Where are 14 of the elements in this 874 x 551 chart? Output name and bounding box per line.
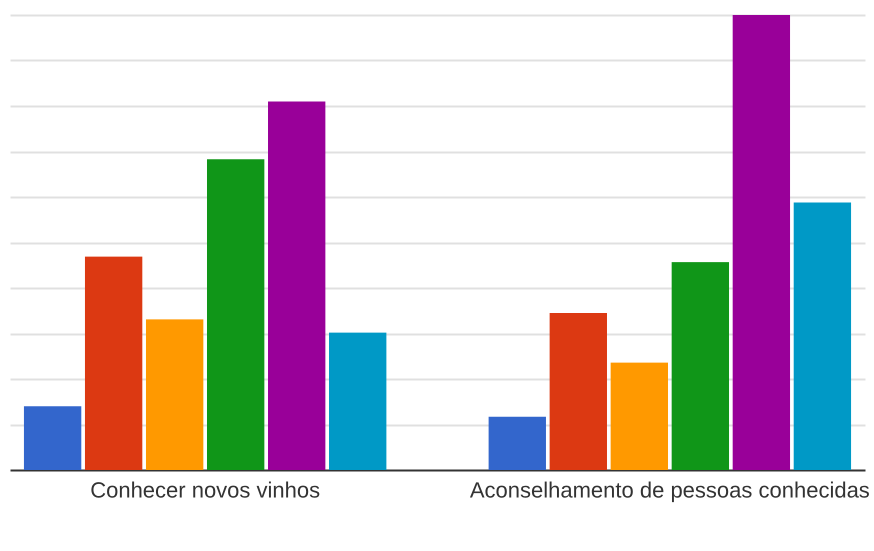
bar	[329, 332, 386, 470]
bar	[146, 319, 204, 470]
bar	[794, 202, 852, 470]
x-tick-label: Aconselhamento de pessoas conhecidas	[470, 478, 870, 502]
bar	[24, 406, 82, 470]
bar	[268, 101, 326, 470]
bar	[732, 15, 790, 470]
bar	[206, 159, 264, 470]
bar	[488, 416, 546, 470]
bar	[672, 262, 730, 470]
bar	[550, 313, 607, 470]
bar	[610, 362, 668, 470]
bar	[84, 256, 142, 470]
x-tick-label: Conhecer novos vinhos	[90, 478, 320, 502]
